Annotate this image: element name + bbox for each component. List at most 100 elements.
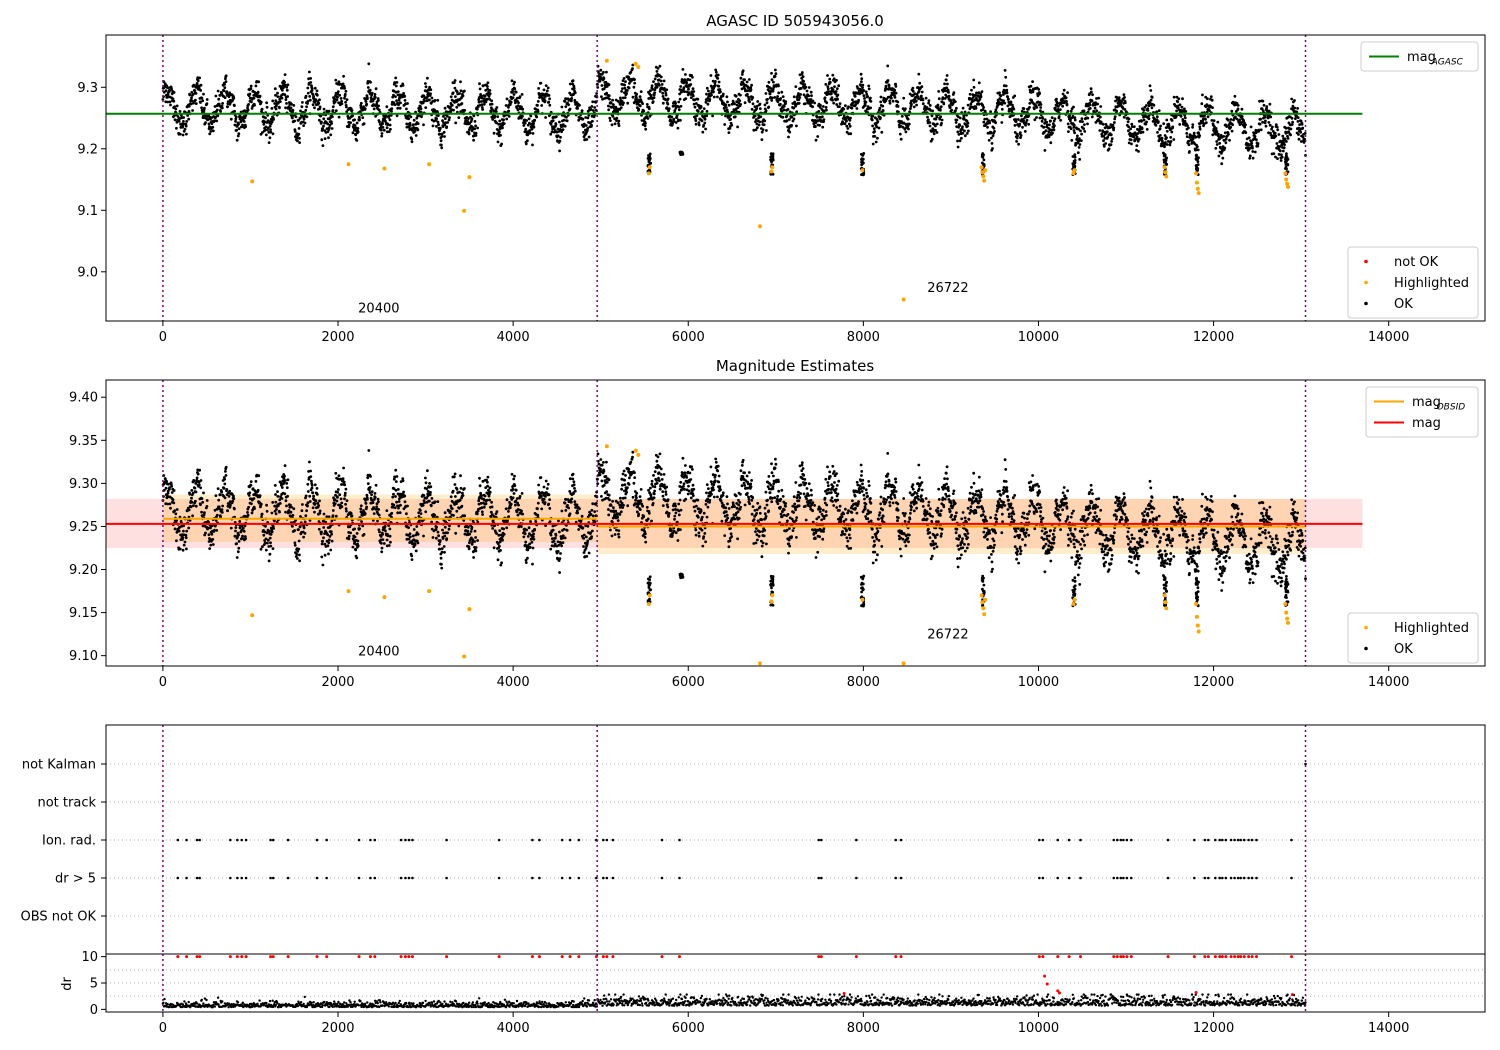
ok-point (312, 494, 315, 498)
ok-point (825, 101, 829, 105)
ok-point (293, 529, 296, 532)
ok-point (711, 114, 714, 118)
ok-point (302, 526, 306, 530)
ok-point (1127, 117, 1131, 121)
ok-point (367, 62, 371, 66)
ok-point (174, 107, 178, 111)
ok-point (1137, 137, 1141, 141)
ok-point (196, 472, 200, 476)
ok-point (173, 509, 177, 512)
ok-point (507, 105, 510, 109)
ok-point (1053, 117, 1057, 121)
ok-point (416, 128, 420, 132)
ok-point (210, 122, 214, 125)
ok-point (784, 100, 788, 103)
ok-point (777, 91, 781, 95)
ok-point (1187, 126, 1190, 130)
ok-point (662, 79, 666, 83)
ok-point (979, 95, 983, 99)
ok-point (607, 104, 610, 108)
ok-point (297, 126, 301, 130)
ok-point (571, 82, 575, 86)
top-title: AGASC ID 505943056.0 (706, 12, 884, 30)
ok-point (767, 80, 771, 84)
ok-point (351, 131, 355, 135)
ok-point (1073, 118, 1077, 122)
ok-point (234, 529, 237, 533)
ok-point (581, 117, 585, 121)
ok-point (881, 109, 885, 113)
ok-point (223, 482, 227, 486)
ok-point (440, 132, 444, 136)
ok-point (433, 99, 437, 102)
ok-point (224, 470, 227, 473)
ok-point (199, 479, 203, 482)
ok-point (1140, 119, 1143, 123)
ok-point (617, 124, 621, 127)
ok-point (233, 507, 236, 511)
ok-point (623, 83, 626, 87)
ok-point (369, 80, 372, 84)
ok-point (228, 489, 232, 493)
highlighted-point (860, 168, 865, 173)
ok-point (1296, 120, 1300, 123)
ok-point (256, 90, 260, 94)
ok-point (755, 107, 758, 111)
ok-point (958, 139, 962, 143)
ok-point (1283, 143, 1286, 147)
ok-point (206, 117, 210, 121)
ok-point (441, 119, 444, 122)
ok-point (1095, 109, 1099, 113)
ok-point (547, 100, 551, 104)
ok-point (453, 79, 457, 82)
ok-point (486, 85, 489, 88)
ok-point (203, 511, 206, 515)
ok-point (532, 122, 535, 125)
ok-point (1186, 124, 1189, 127)
ok-point (202, 491, 205, 495)
ok-point (1122, 93, 1126, 96)
ok-point (830, 92, 833, 96)
ok-point (761, 128, 765, 132)
ok-point (283, 83, 287, 87)
ok-point (204, 121, 207, 125)
ok-point (1299, 130, 1303, 134)
ok-point (795, 110, 799, 114)
ok-point (664, 93, 668, 97)
ok-point (792, 95, 796, 99)
ok-point (459, 89, 463, 93)
ok-point (429, 88, 433, 92)
ok-point (774, 72, 778, 75)
ok-point (1248, 156, 1252, 160)
ok-point (861, 157, 865, 161)
ok-point (430, 96, 434, 100)
ok-point (952, 91, 956, 95)
ok-point (199, 89, 203, 92)
x-tick-label: 0 (159, 330, 167, 345)
ok-point (321, 144, 325, 148)
ok-point (1278, 149, 1282, 153)
ok-point (342, 74, 345, 78)
ok-point (1296, 116, 1300, 119)
ok-point (1171, 125, 1175, 129)
ok-point (1000, 107, 1004, 111)
ok-point (1196, 169, 1199, 172)
ok-point (835, 87, 839, 91)
ok-point (803, 83, 807, 86)
ok-point (1003, 69, 1007, 72)
ok-point (440, 143, 443, 147)
ok-point (302, 117, 306, 121)
ok-point (1184, 110, 1188, 113)
ok-point (993, 130, 996, 133)
ok-point (177, 119, 181, 123)
ok-point (1130, 122, 1134, 126)
ok-point (241, 527, 245, 530)
ok-point (335, 499, 339, 503)
ok-point (561, 128, 565, 132)
ok-point (1077, 146, 1081, 149)
ok-point (721, 92, 725, 96)
ok-point (331, 509, 335, 512)
ok-point (665, 88, 669, 92)
ok-point (1159, 124, 1162, 128)
ok-point (266, 126, 270, 130)
